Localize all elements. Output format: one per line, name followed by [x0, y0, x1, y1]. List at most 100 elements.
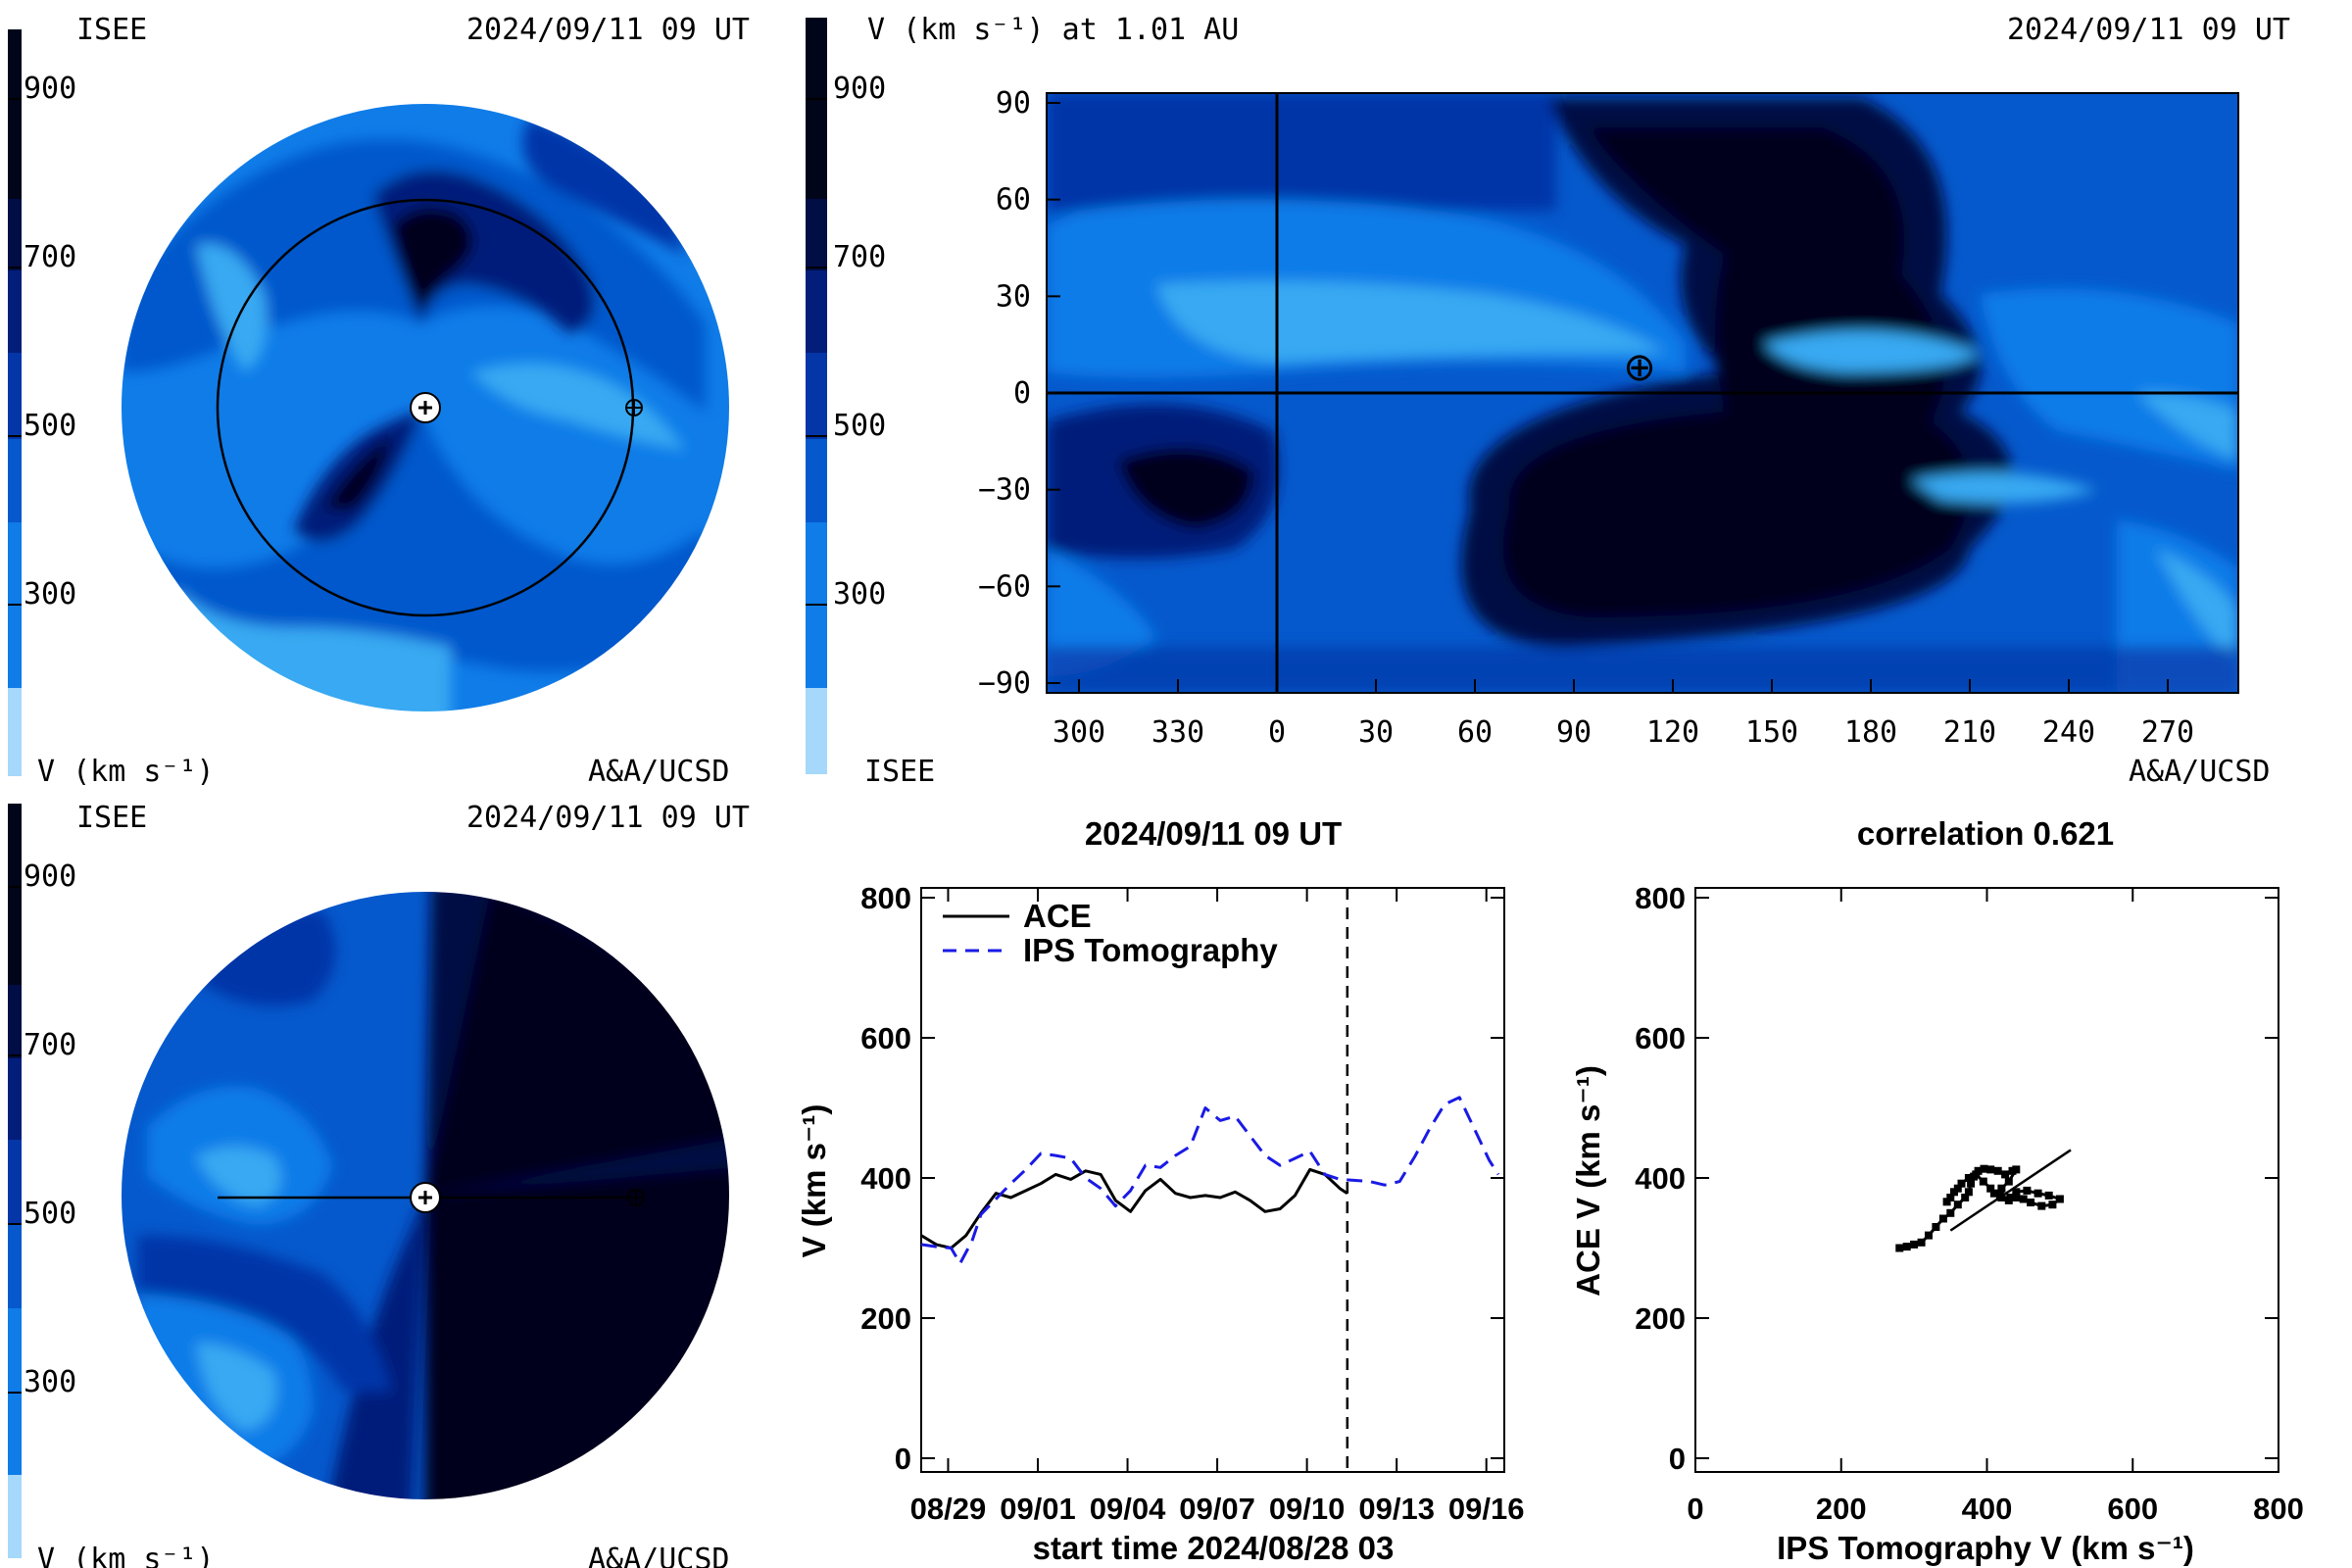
- panel-top-left: 900 700 500 300 ISEE 2024/09/11 09 UT V …: [8, 13, 750, 789]
- scatter-point: [1950, 1188, 1958, 1197]
- line-y-tick-label: 800: [860, 881, 911, 915]
- map-y-tick-label: −90: [978, 666, 1031, 701]
- colorbar-tick-700: 700: [833, 240, 886, 274]
- map-x-tick-label: 90: [1556, 715, 1592, 750]
- panel-synoptic-map: 900 700 500 300 V (km s⁻¹) at 1.01 AU 20…: [806, 13, 2290, 789]
- scatter-point: [1938, 1214, 1947, 1223]
- line-chart-series: [920, 1096, 1500, 1265]
- scatter-point: [2055, 1195, 2064, 1203]
- timestamp: 2024/09/11 09 UT: [466, 13, 750, 47]
- scatter-point: [2004, 1196, 2013, 1204]
- scatter-point: [1910, 1240, 1919, 1249]
- scatter-y-tick-label: 600: [1635, 1021, 1686, 1055]
- line-chart-ylabel: V (km s⁻¹): [796, 1104, 832, 1258]
- scatter-x-tick-label: 800: [2253, 1492, 2304, 1526]
- colorbar-tick-300: 300: [24, 577, 76, 612]
- scatter-point: [1946, 1208, 1955, 1217]
- line-y-tick-label: 200: [860, 1301, 911, 1336]
- line-y-tick-label: 0: [895, 1442, 911, 1476]
- unit-label: V (km s⁻¹): [37, 755, 215, 789]
- scatter-point: [1953, 1200, 1962, 1209]
- panel-bottom-left: 900 700 500 300 ISEE 2024/09/11 09 UT V …: [8, 801, 750, 1568]
- scatter-y-tick-label: 400: [1635, 1161, 1686, 1196]
- colorbar-tick-700: 700: [24, 1028, 76, 1062]
- scatter-point: [2012, 1165, 2021, 1174]
- scatter-point: [2001, 1170, 2010, 1179]
- scatter-point: [1995, 1191, 2004, 1200]
- scatter-point: [1902, 1243, 1911, 1251]
- scatter-y-tick-label: 0: [1669, 1442, 1686, 1476]
- scatter-point: [1925, 1231, 1933, 1240]
- scatter-point: [1964, 1188, 1973, 1197]
- scatter-point: [1989, 1189, 1998, 1198]
- colorbar-tick-500: 500: [24, 409, 76, 443]
- scatter-point: [1972, 1170, 1981, 1179]
- scatter-point: [1961, 1194, 1970, 1201]
- scatter-point: [1964, 1174, 1973, 1182]
- map-credit-label: A&A/UCSD: [2129, 755, 2271, 789]
- timestamp: 2024/09/11 09 UT: [466, 801, 750, 835]
- scatter-point: [1942, 1198, 1951, 1206]
- scatter-point: [2034, 1189, 2042, 1198]
- scatter-point: [1986, 1165, 1995, 1174]
- map-x-tick-label: 30: [1358, 715, 1394, 750]
- polar-boundary: [120, 890, 731, 1501]
- map-x-tick-label: 150: [1745, 715, 1798, 750]
- map-y-tick-label: 30: [996, 279, 1031, 314]
- scatter-point: [1997, 1184, 2006, 1193]
- line-x-tick-label: 09/13: [1358, 1492, 1435, 1526]
- colorbar-tick-900: 900: [833, 72, 886, 106]
- scatter-x-tick-label: 600: [2107, 1492, 2158, 1526]
- scatter-point: [2027, 1199, 2035, 1206]
- colorbar-tick-500: 500: [24, 1197, 76, 1231]
- polar-boundary: [120, 102, 731, 713]
- scatter-point: [1979, 1177, 1987, 1186]
- scatter-ylabel: ACE V (km s⁻¹): [1570, 1065, 1606, 1297]
- scatter-point: [1946, 1194, 1955, 1201]
- scatter-point: [2012, 1194, 2021, 1201]
- colorbar-tick-900: 900: [24, 859, 76, 894]
- map-x-tick-label: 0: [1268, 715, 1286, 750]
- line-y-tick-label: 400: [860, 1161, 911, 1196]
- earth-marker: [625, 399, 643, 416]
- line-x-tick-label: 09/01: [1000, 1492, 1076, 1526]
- map-x-tick-label: 120: [1646, 715, 1699, 750]
- scatter-point: [2004, 1177, 2013, 1186]
- sun-marker: [410, 392, 441, 423]
- unit-label: V (km s⁻¹): [37, 1543, 215, 1568]
- scatter-y-tick-label: 200: [1635, 1301, 1686, 1336]
- regression-line: [1949, 1149, 2072, 1232]
- earth-position-symbol: ⊕: [1623, 345, 1656, 390]
- colorbar-top-left: 900 700 500 300: [8, 29, 76, 776]
- scatter-axes: 0 200 400 600 800 0 200 400 600 800: [1635, 881, 2304, 1526]
- map-org-label: ISEE: [864, 755, 935, 789]
- line-plot-frame: [920, 887, 1505, 1473]
- scatter-point: [1986, 1184, 1995, 1193]
- line-chart-title: 2024/09/11 09 UT: [1085, 815, 1342, 852]
- legend-ips-label: IPS Tomography: [1023, 932, 1278, 968]
- map-y-tick-label: −30: [978, 473, 1031, 508]
- scatter-x-tick-label: 200: [1816, 1492, 1867, 1526]
- scatter-points: [1895, 1149, 2072, 1252]
- line-x-tick-label: 08/29: [910, 1492, 987, 1526]
- scatter-title: correlation 0.621: [1857, 815, 2114, 852]
- map-x-tick-label: 210: [1943, 715, 1996, 750]
- line-x-tick-label: 09/10: [1269, 1492, 1346, 1526]
- map-y-tick-label: 60: [996, 183, 1031, 218]
- scatter-x-tick-label: 0: [1687, 1492, 1703, 1526]
- scatter-point: [1980, 1164, 1988, 1173]
- legend: ACE IPS Tomography: [943, 898, 1278, 968]
- map-x-tick-label: 240: [2042, 715, 2095, 750]
- panel-scatter-chart: correlation 0.621 0 200 400 600 800 0 200 400 60…: [1570, 815, 2304, 1566]
- scatter-point: [1967, 1179, 1976, 1188]
- credit-label: A&A/UCSD: [588, 1543, 730, 1568]
- line-x-tick-label: 09/07: [1179, 1492, 1255, 1526]
- earth-marker: [627, 1189, 645, 1206]
- map-timestamp: 2024/09/11 09 UT: [2007, 13, 2290, 47]
- colorbar-tick-900: 900: [24, 72, 76, 106]
- colorbar-tick-500: 500: [833, 409, 886, 443]
- sun-marker: [410, 1182, 441, 1213]
- polar-velocity-map-bottom: [121, 891, 730, 1500]
- org-label: ISEE: [76, 13, 147, 47]
